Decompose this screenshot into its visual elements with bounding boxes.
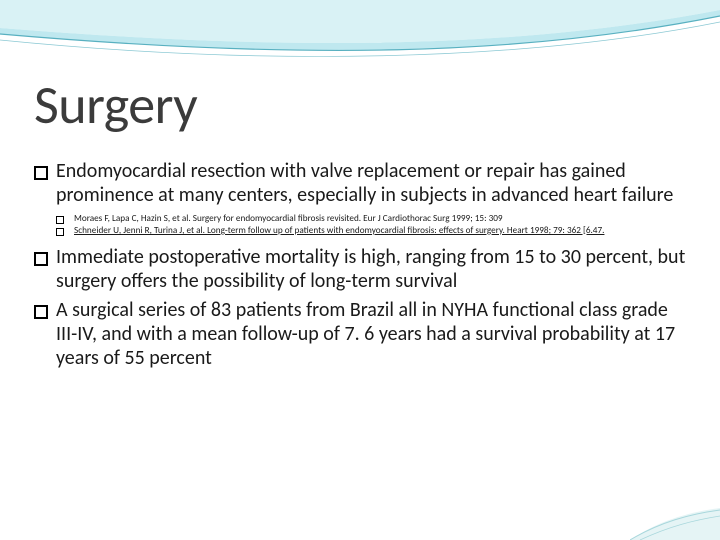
square-bullet-icon: [56, 228, 64, 236]
reference-item: Schneider U, Jenni R, Turina J, et al. L…: [56, 225, 690, 237]
slide-title: Surgery: [34, 72, 197, 138]
square-bullet-icon: [56, 216, 64, 224]
reference-text: Schneider U, Jenni R, Turina J, et al. L…: [74, 225, 604, 237]
bullet-item: Immediate postoperative mortality is hig…: [34, 246, 690, 293]
bullet-text: Endomyocardial resection with valve repl…: [56, 160, 690, 207]
square-bullet-icon: [34, 305, 48, 319]
slide-body: Endomyocardial resection with valve repl…: [34, 160, 690, 376]
square-bullet-icon: [34, 252, 48, 266]
bullet-text: A surgical series of 83 patients from Br…: [56, 299, 690, 370]
reference-text: Moraes F, Lapa C, Hazin S, et al. Surger…: [74, 213, 503, 225]
bullet-item: Endomyocardial resection with valve repl…: [34, 160, 690, 207]
bullet-item: A surgical series of 83 patients from Br…: [34, 299, 690, 370]
corner-decoration: [630, 500, 720, 540]
bullet-text: Immediate postoperative mortality is hig…: [56, 246, 690, 293]
slide: Surgery Endomyocardial resection with va…: [0, 0, 720, 540]
reference-list: Moraes F, Lapa C, Hazin S, et al. Surger…: [34, 213, 690, 236]
square-bullet-icon: [34, 166, 48, 180]
reference-item: Moraes F, Lapa C, Hazin S, et al. Surger…: [56, 213, 690, 225]
